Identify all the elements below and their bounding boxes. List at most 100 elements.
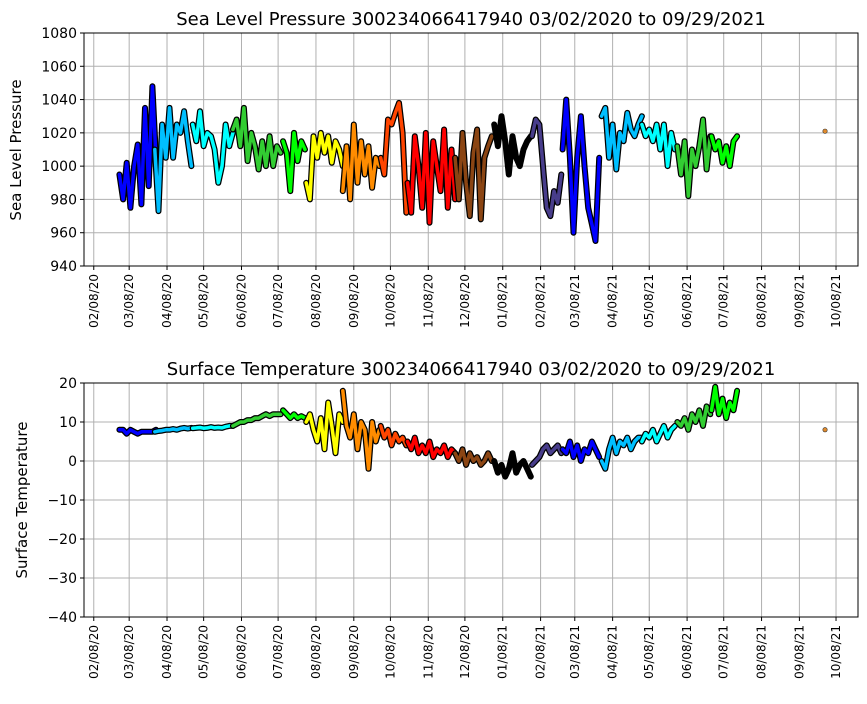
segment-line-11 [530,443,564,467]
segment-line-13 [599,435,644,471]
y-tick-label: 1060 [41,59,77,75]
x-tick-label: 03/08/21 [568,274,582,328]
segment-line-4 [281,408,307,420]
x-tick-label: 08/08/21 [755,274,769,328]
y-tick-label: −10 [47,493,77,509]
x-tick-label: 01/08/21 [496,625,510,679]
x-tick-label: 10/08/21 [829,625,843,679]
x-tick-label: 02/08/20 [87,274,101,328]
y-tick-label: 10 [59,415,77,431]
segment-line-14 [640,122,677,168]
x-tick-label: 03/08/20 [122,274,136,328]
y-tick-label: −30 [47,571,77,587]
x-tick-label: 04/08/21 [606,625,620,679]
x-tick-label: 05/08/21 [642,274,656,328]
x-tick-label: 09/08/20 [347,625,361,679]
segment-line-13 [599,106,644,172]
x-tick-label: 09/08/20 [347,274,361,328]
segment-line-6 [341,122,382,202]
segment-line-3 [231,412,283,428]
x-tick-label: 04/08/20 [160,625,174,679]
temperature-y-axis-label: Surface Temperature [13,422,31,579]
x-tick-label: 09/08/21 [792,274,806,328]
x-tick-label: 10/08/20 [383,274,397,328]
x-tick-label: 11/08/20 [421,274,435,328]
segment-line-8 [405,127,457,225]
segment-line-1 [153,106,194,213]
x-tick-label: 05/08/20 [197,274,211,328]
grid [84,382,858,618]
segment-line-14 [640,424,677,444]
segment-line-8 [405,435,457,459]
segment-line-3 [231,106,283,172]
segment-line-1 [153,426,194,434]
axes-frame [83,382,859,618]
x-tick-label: 06/08/20 [234,274,248,328]
y-tick-label: 1080 [41,26,77,42]
x-tick-label: 07/08/20 [271,625,285,679]
x-tick-label: 09/08/21 [792,625,806,679]
y-tick-label: −20 [47,532,77,548]
x-tick-label: 11/08/20 [421,625,435,679]
x-tick-label: 03/08/20 [122,625,136,679]
x-tick-label: 07/08/21 [717,274,731,328]
segment-line-15 [675,404,713,432]
pressure-chart-title: Sea Level Pressure 300234066417940 03/02… [176,9,766,30]
segment-line-2 [190,109,235,185]
segment-line-10 [492,451,533,479]
x-tick-label: 05/08/20 [197,625,211,679]
axes-frame [83,32,859,267]
x-tick-label: 02/08/20 [87,625,101,679]
y-tick-label: 940 [50,259,77,275]
x-tick-label: 03/08/21 [568,625,582,679]
data-series [116,83,828,244]
segment-line-6 [341,389,382,471]
segment-line-16 [709,134,739,168]
segment-line-4 [281,131,307,193]
segment-line-12 [560,97,601,243]
x-tick-label: 02/08/21 [534,274,548,328]
segment-line-11 [530,117,564,218]
x-tick-label: 01/08/21 [496,274,510,328]
x-tick-label: 12/08/20 [458,274,472,328]
y-tick-label: 1020 [41,126,77,142]
y-tick-label: 980 [50,192,77,208]
pressure-y-axis-label: Sea Level Pressure [7,79,25,220]
y-tick-label: 960 [50,226,77,242]
segment-line-15 [675,117,713,198]
segment-line-5 [304,131,345,202]
y-tick-label: 1000 [41,159,77,175]
x-tick-label: 06/08/20 [234,625,248,679]
segment-line-16 [709,385,739,420]
segment-line-7 [378,101,409,215]
x-tick-label: 08/08/21 [755,625,769,679]
x-tick-label: 07/08/21 [717,625,731,679]
y-tick-label: 0 [68,454,77,470]
segment-line-0 [117,428,158,436]
outlier-point [822,427,828,433]
x-tick-label: 04/08/20 [160,274,174,328]
x-tick-label: 07/08/20 [271,274,285,328]
x-tick-label: 02/08/21 [534,625,548,679]
segment-line-0 [117,84,158,210]
segment-line-2 [190,424,235,430]
y-tick-label: 1040 [41,93,77,109]
x-tick-label: 06/08/21 [680,274,694,328]
segment-line-7 [378,424,409,448]
x-tick-label: 06/08/21 [680,625,694,679]
segment-line-9 [453,447,494,467]
outlier-point [822,128,828,134]
x-tick-label: 05/08/21 [642,625,656,679]
x-tick-label: 04/08/21 [606,274,620,328]
pressure-axes: Sea Level Pressure 300234066417940 03/02… [7,9,859,328]
segment-line-12 [560,439,601,463]
y-tick-label: −40 [47,610,77,626]
x-tick-label: 08/08/20 [309,625,323,679]
data-series [116,383,828,480]
x-tick-label: 12/08/20 [458,625,472,679]
segment-line-5 [304,400,345,455]
x-tick-label: 08/08/20 [309,274,323,328]
segment-line-10 [492,114,533,177]
x-tick-label: 10/08/20 [383,625,397,679]
